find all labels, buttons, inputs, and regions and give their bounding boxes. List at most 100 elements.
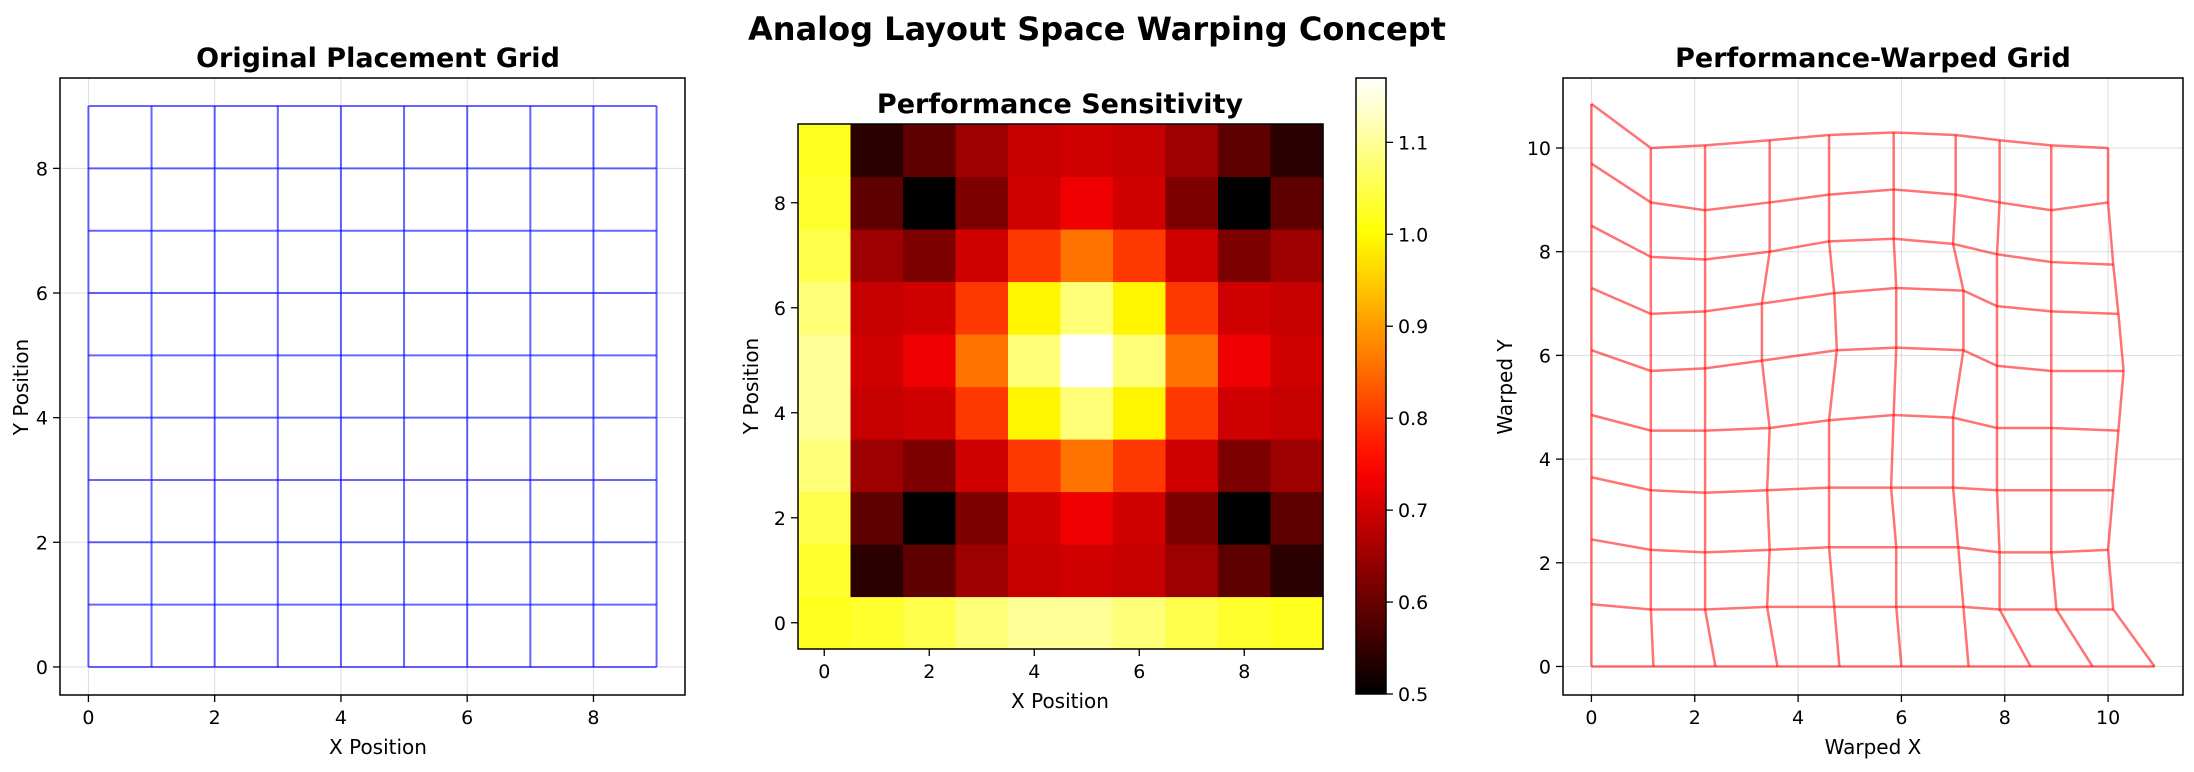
heatmap-cell [1270,439,1324,493]
heatmap-cell [1060,176,1114,230]
heatmap-cell [903,439,957,493]
p1-ytick-label: 6 [36,283,48,305]
heatmap-cell [1113,176,1167,230]
panel2-xlabel: X Position [1011,689,1109,713]
heatmap-cell [1113,229,1167,283]
heatmap-cell [1165,596,1219,650]
p2-xtick-label: 2 [923,661,935,683]
p2-xtick-label: 6 [1133,661,1145,683]
p2-ytick-label: 4 [774,403,786,425]
p3-xtick-label: 8 [1999,707,2011,729]
p3-xtick-label: 0 [1585,707,1597,729]
heatmap-cell [850,491,904,545]
heatmap-cell [1218,334,1272,388]
heatmap-cell [955,124,1009,178]
panel2-ticks: 0 2 4 6 8 0 2 4 6 8 [774,193,1250,683]
heatmap-cell [903,176,957,230]
heatmap-cell [1008,491,1062,545]
heatmap-cell [955,491,1009,545]
heatmap-cell [1165,229,1219,283]
heatmap-cell [955,229,1009,283]
heatmap-cell [903,386,957,440]
colorbar-tick-label: 1.1 [1398,132,1428,154]
heatmap-cell [1113,439,1167,493]
heatmap-cell [903,281,957,335]
heatmap-cell [1060,334,1114,388]
figure-title: Analog Layout Space Warping Concept [748,10,1446,48]
panel3-ylabel: Warped Y [1493,339,1517,435]
panel1-axes-frame [59,77,686,696]
heatmap-cell [1165,544,1219,598]
heatmap-cell [1060,386,1114,440]
heatmap-cell [1060,491,1114,545]
heatmap-cell [1060,439,1114,493]
p3-ytick-label: 8 [1539,242,1551,264]
heatmap-cell [1113,281,1167,335]
p3-ytick-label: 0 [1539,656,1551,678]
heatmap-cell [798,176,852,230]
heatmap-cell [798,334,852,388]
warped-col-line [2106,147,2156,668]
heatmap-cell [903,334,957,388]
heatmap-cell [903,124,957,178]
colorbar-tick-label: 0.7 [1398,500,1428,522]
panel2-ylabel: Y Position [739,338,763,435]
heatmap-cell [1008,229,1062,283]
panel3-gridlines [1563,78,2183,695]
heatmap-cell [955,544,1009,598]
heatmap-cell [1008,124,1062,178]
warped-row-line [1590,102,2109,150]
heatmap-cell [1270,229,1324,283]
panel1-xlabel: X Position [329,735,427,759]
warped-row-line [1591,413,2119,432]
heatmap-cell [1008,544,1062,598]
p3-ytick-label: 10 [1527,138,1551,160]
colorbar-tick-label: 0.5 [1398,684,1428,706]
heatmap-cell [1165,281,1219,335]
heatmap-cell [1270,544,1324,598]
panel3-warped-lines [1590,102,2156,668]
p3-ytick-label: 6 [1539,345,1551,367]
heatmap-cell [1008,334,1062,388]
warped-row-line [1590,286,2119,316]
heatmap-cell [1218,491,1272,545]
panel3-ticks: 0 2 4 6 8 10 0 2 4 6 8 10 [1527,138,2120,729]
p1-xtick-label: 4 [335,707,347,729]
heatmap-cell [1270,281,1324,335]
panel1-gridlines [60,78,685,695]
warped-row-line [1591,476,2114,495]
heatmap-cell [1113,386,1167,440]
p1-ytick-label: 2 [36,532,48,554]
p1-ytick-label: 0 [36,657,48,679]
heatmap-cell [955,334,1009,388]
panel1-grid-lines [87,105,658,668]
heatmap-cell [1165,439,1219,493]
panel3-title: Performance-Warped Grid [1675,43,2071,74]
heatmap-cell [1008,176,1062,230]
heatmap-cell [903,491,957,545]
heatmap-cell [1218,596,1272,650]
p2-ytick-label: 6 [774,298,786,320]
p1-ytick-label: 8 [36,158,48,180]
p1-ytick-label: 4 [36,408,48,430]
heatmap-cell [798,596,852,650]
heatmap-cell [850,334,904,388]
p3-xtick-label: 10 [2096,707,2120,729]
p2-xtick-label: 8 [1238,661,1250,683]
heatmap-cell [1008,439,1062,493]
heatmap-cell [850,229,904,283]
heatmap-cell [1113,124,1167,178]
heatmap-cell [1218,176,1272,230]
heatmap-cell [798,439,852,493]
warped-col-line [1703,145,1717,667]
heatmap-cells [798,124,1324,650]
heatmap-cell [798,229,852,283]
warped-row-line [1590,162,2109,212]
heatmap-cell [850,124,904,178]
heatmap-cell [955,176,1009,230]
heatmap-cell [1008,386,1062,440]
p3-xtick-label: 6 [1895,707,1907,729]
p1-xtick-label: 6 [461,707,473,729]
panel-warped-grid: Performance-Warped Grid 0 2 4 6 8 10 0 2 4 6 8 10 W… [1493,43,2184,759]
